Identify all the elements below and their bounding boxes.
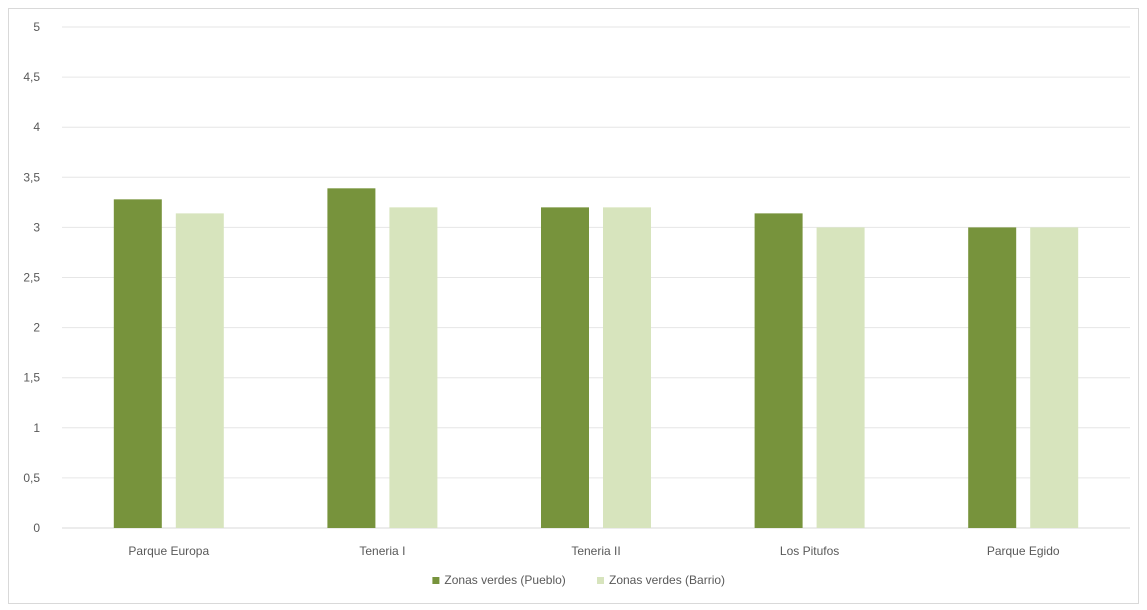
bar-barrio — [1030, 227, 1079, 528]
bar-pueblo — [327, 188, 376, 528]
bars — [113, 188, 1079, 529]
y-tick-label: 0 — [33, 521, 40, 535]
y-tick-label: 4 — [33, 120, 40, 134]
bar-pueblo — [754, 213, 803, 528]
x-category-label: Teneria I — [359, 544, 405, 558]
y-tick-label: 2 — [33, 321, 40, 335]
x-axis: Parque Europa Teneria I Teneria II Los Pitu… — [128, 544, 1059, 558]
y-tick-label: 2,5 — [23, 271, 40, 285]
x-category-label: Teneria II — [571, 544, 620, 558]
y-tick-label: 3,5 — [23, 170, 40, 184]
y-tick-label: 4,5 — [23, 70, 40, 84]
bar-pueblo — [113, 199, 162, 528]
bar-barrio — [175, 213, 224, 528]
bar-barrio — [389, 207, 438, 529]
x-category-label: Parque Egido — [987, 544, 1060, 558]
legend-label: Zonas verdes (Barrio) — [609, 573, 725, 587]
x-category-label: Parque Europa — [128, 544, 209, 558]
y-tick-label: 5 — [33, 20, 40, 34]
y-axis: 0 0,5 1 1,5 2 2,5 3 3,5 4 4,5 5 — [23, 20, 40, 535]
bar-barrio — [603, 207, 651, 529]
bar-pueblo — [968, 227, 1017, 528]
bar-barrio — [816, 227, 865, 528]
legend: Zonas verdes (Pueblo) Zonas verdes (Barri… — [432, 573, 725, 587]
legend-swatch — [597, 577, 604, 584]
gridlines — [62, 26, 1130, 529]
x-category-label: Los Pitufos — [780, 544, 839, 558]
legend-swatch — [432, 577, 440, 584]
y-tick-label: 0,5 — [23, 471, 40, 485]
legend-label: Zonas verdes (Pueblo) — [444, 573, 565, 587]
y-tick-label: 3 — [33, 220, 40, 234]
y-tick-label: 1,5 — [23, 371, 40, 385]
y-tick-label: 1 — [33, 421, 40, 435]
bar-pueblo — [541, 207, 589, 529]
